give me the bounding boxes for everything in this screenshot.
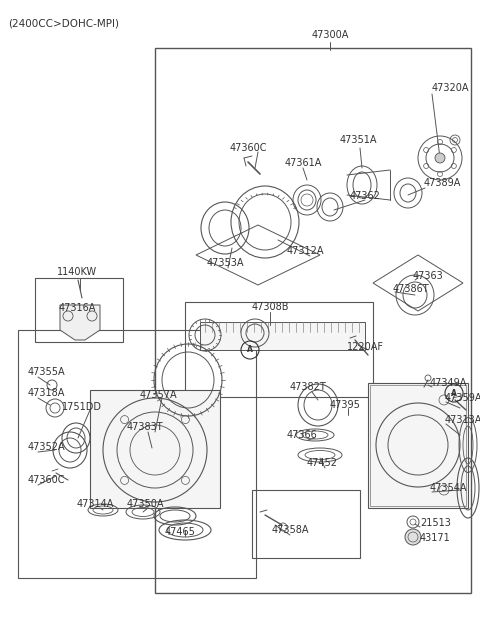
Text: A: A — [247, 346, 253, 355]
Text: A: A — [451, 389, 457, 398]
Text: 47354A: 47354A — [430, 483, 468, 493]
Text: 47350A: 47350A — [126, 499, 164, 509]
Text: 47360C: 47360C — [229, 143, 267, 153]
Text: 47349A: 47349A — [430, 378, 468, 388]
Text: 47389A: 47389A — [424, 178, 461, 188]
Text: 47383T: 47383T — [127, 422, 163, 432]
Text: 47395: 47395 — [330, 400, 360, 410]
Text: 47351A: 47351A — [339, 135, 377, 145]
Text: 47359A: 47359A — [445, 393, 480, 403]
Bar — [370, 385, 466, 506]
Text: 47452: 47452 — [307, 458, 337, 468]
Text: 43171: 43171 — [420, 533, 451, 543]
Text: 47355A: 47355A — [28, 367, 66, 377]
Text: 47312A: 47312A — [286, 246, 324, 256]
Text: 47313A: 47313A — [445, 415, 480, 425]
Text: 1751DD: 1751DD — [62, 402, 102, 412]
Text: 21513: 21513 — [420, 518, 451, 528]
Text: 47465: 47465 — [165, 527, 195, 537]
Text: 47300A: 47300A — [312, 30, 348, 40]
Text: 47366: 47366 — [287, 430, 317, 440]
Text: 47308B: 47308B — [251, 302, 289, 312]
Bar — [90, 390, 220, 508]
Bar — [200, 322, 365, 350]
Polygon shape — [60, 305, 100, 340]
Circle shape — [435, 153, 445, 163]
Text: 1140KW: 1140KW — [57, 267, 97, 277]
Bar — [35, 278, 123, 342]
Circle shape — [405, 529, 421, 545]
Text: 47352A: 47352A — [28, 442, 66, 452]
Text: 47382T: 47382T — [289, 382, 326, 392]
Text: 47320A: 47320A — [432, 83, 469, 93]
Text: 47386T: 47386T — [393, 284, 430, 294]
Text: 47360C: 47360C — [28, 475, 65, 485]
Text: 47314A: 47314A — [76, 499, 114, 509]
Text: 47363: 47363 — [413, 271, 444, 281]
Bar — [18, 330, 256, 578]
Text: 47361A: 47361A — [284, 158, 322, 168]
Bar — [185, 302, 373, 397]
Bar — [155, 48, 471, 593]
Text: 47358A: 47358A — [271, 525, 309, 535]
Text: 47353A: 47353A — [206, 258, 244, 268]
Bar — [252, 490, 360, 558]
Text: 47318A: 47318A — [28, 388, 65, 398]
Text: 1220AF: 1220AF — [347, 342, 384, 352]
Text: 47316A: 47316A — [58, 303, 96, 313]
Text: 47357A: 47357A — [139, 390, 177, 400]
Text: 47362: 47362 — [349, 191, 381, 201]
Bar — [368, 383, 468, 508]
Text: (2400CC>DOHC-MPI): (2400CC>DOHC-MPI) — [8, 18, 119, 28]
